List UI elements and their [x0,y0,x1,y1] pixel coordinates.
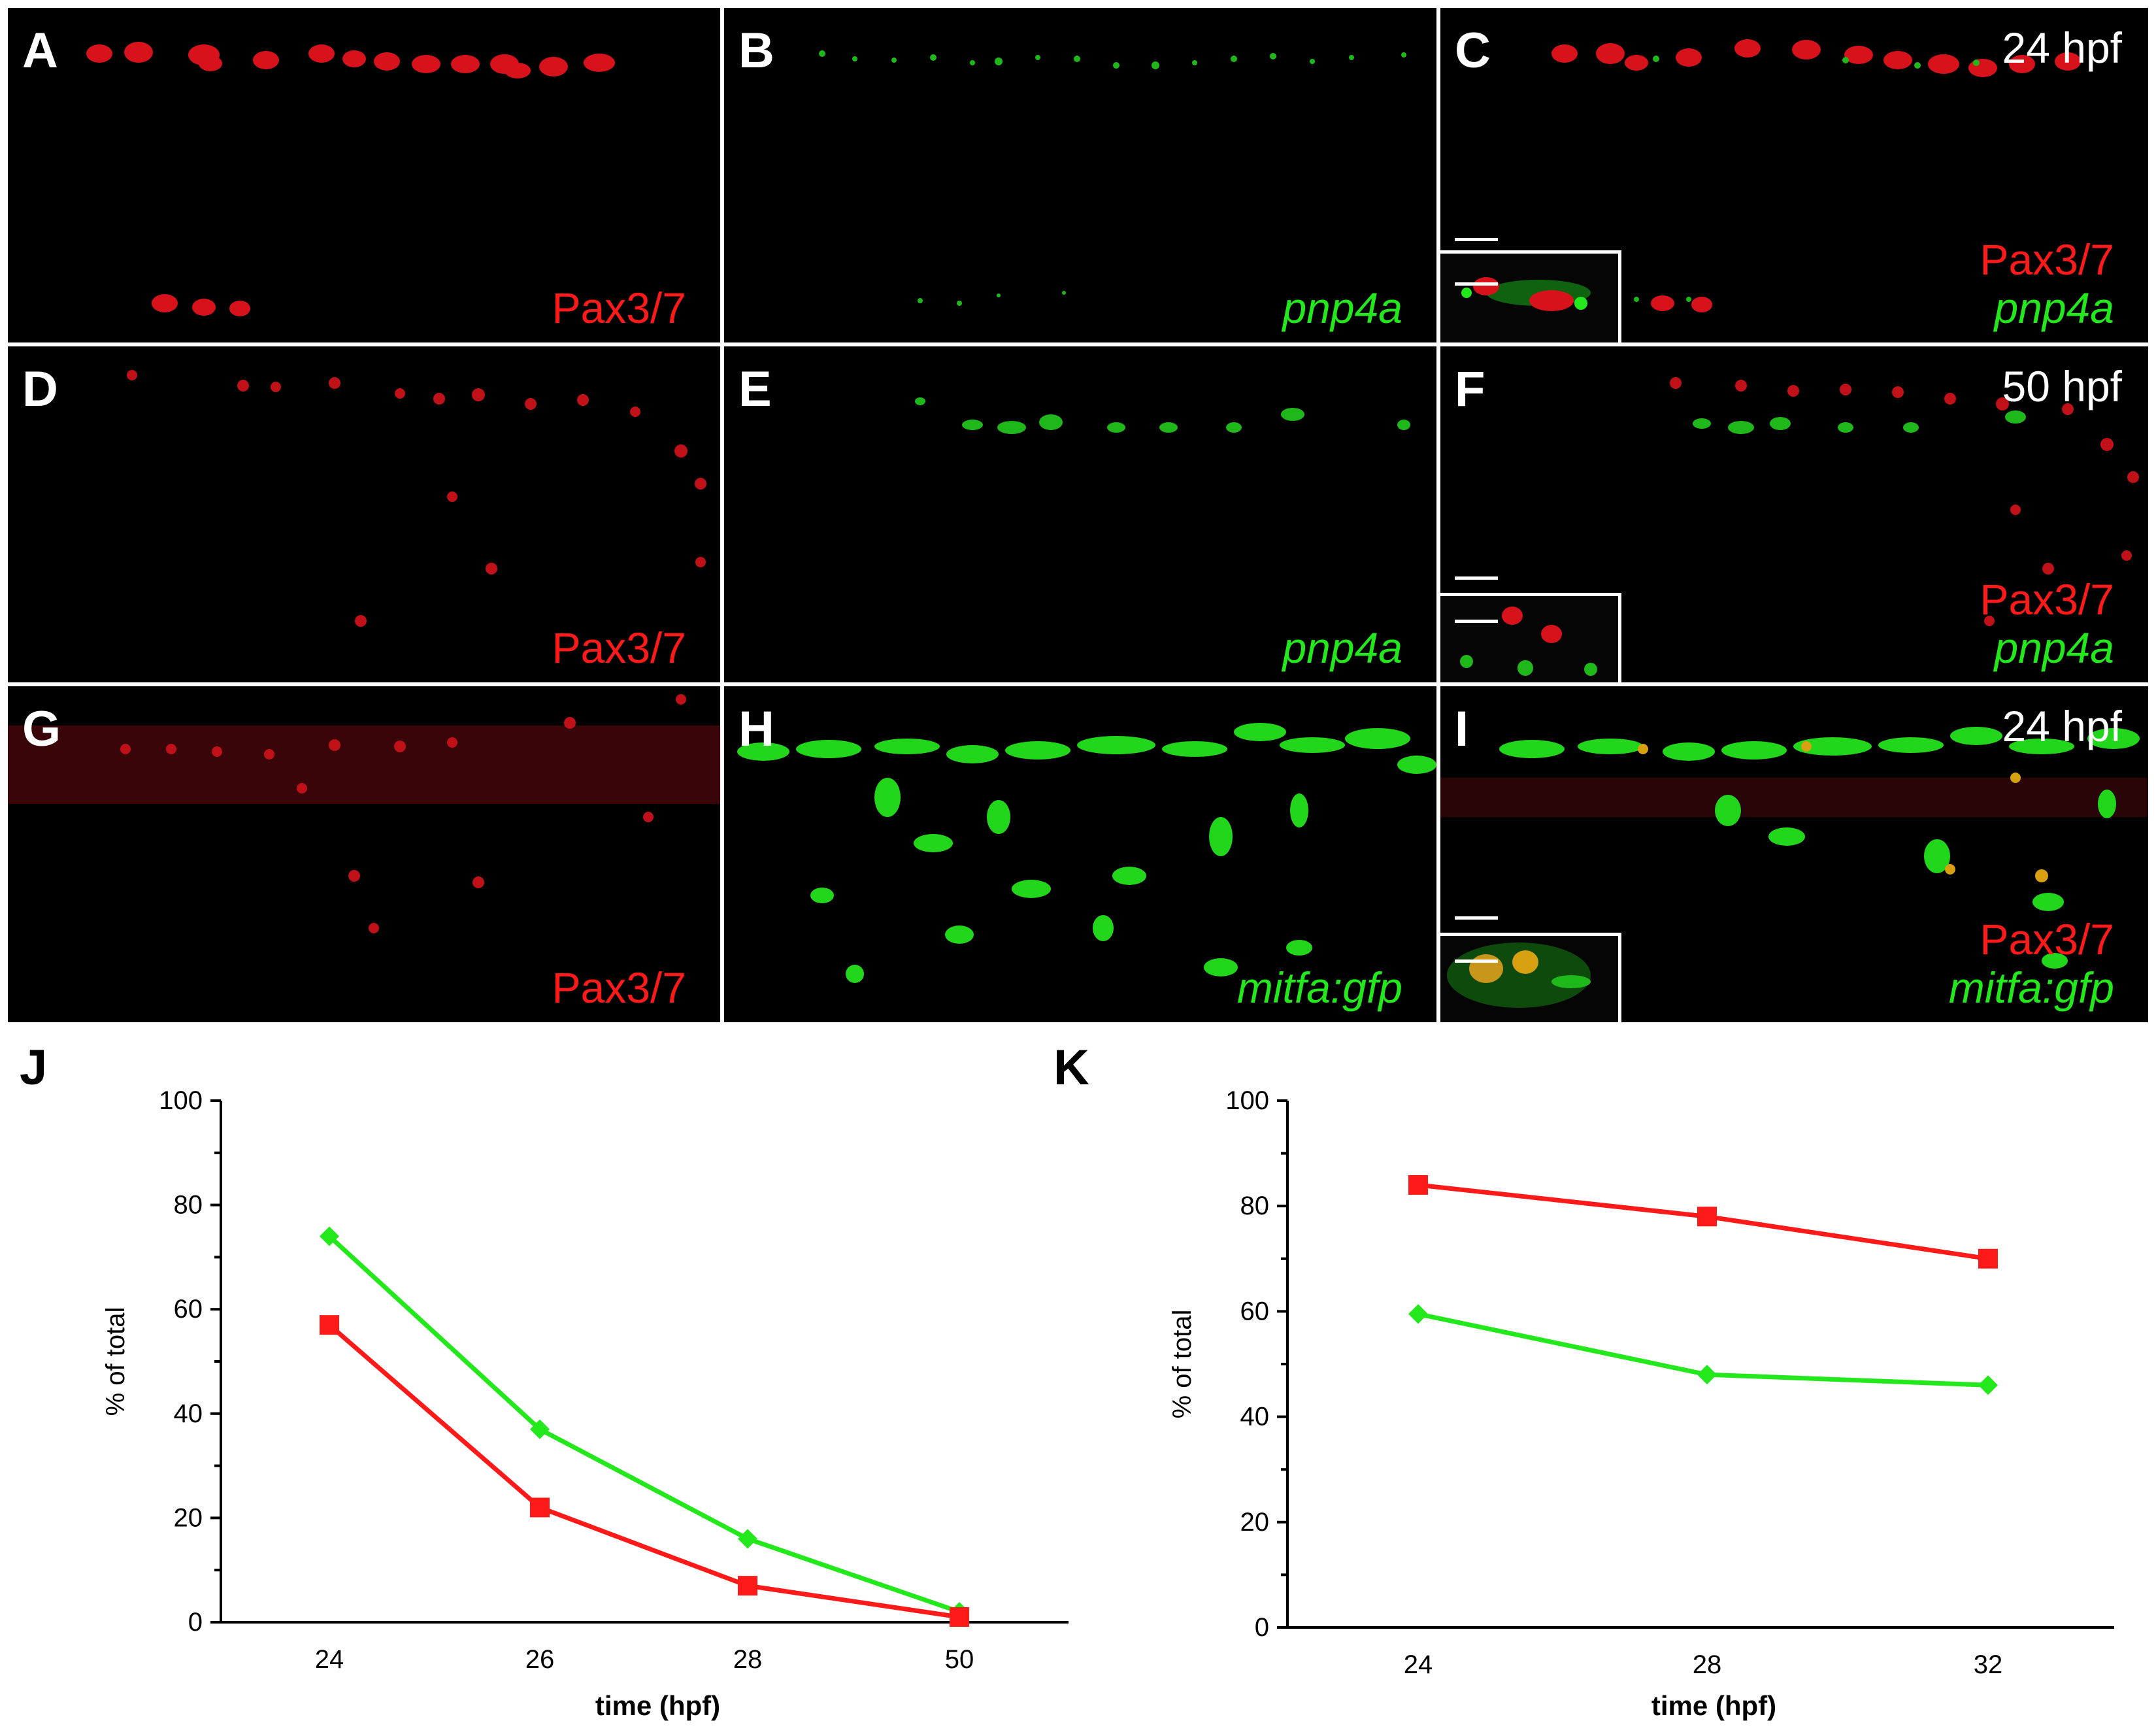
marker-label-pnp4a: pnp4a [1994,284,2114,332]
micrograph-panel-i: I 24 hpf Pax3/7 mitfa:gfp [1440,686,2148,1022]
y-tick-label: 80 [1240,1192,1270,1220]
inset-zoom [1440,933,1621,1022]
marker-label-pnp4a: pnp4a [1282,624,1402,672]
cells-svg [1440,727,2148,969]
cells-svg [737,723,1436,983]
stage-label: 24 hpf [2002,702,2123,750]
micrograph-panel-b: B pnp4a [724,8,1436,342]
panel-label: I [1455,701,1469,757]
x-tick-label: 24 [1404,1650,1433,1679]
x-tick-label: 24 [315,1645,344,1674]
inset-zoom [1440,250,1621,342]
data-point-diamond [738,1529,757,1549]
micrograph-panel-f: F 50 hpf Pax3/7 pnp4a [1440,346,2148,682]
panel-label-k: K [1053,1040,1089,1095]
panel-label: B [738,23,774,78]
x-axis-label: time (hpf) [1651,1690,1776,1721]
panel-label: D [22,361,58,417]
cells-svg [915,397,1410,434]
micrograph-panel-c: C 24 hpf Pax3/7 pnp4a [1440,8,2148,342]
cells-svg [8,694,720,933]
y-tick-label: 60 [174,1295,203,1324]
line-chart-k: 0 20 40 60 80 100 24 28 32 time (hpf) % of total [1168,1086,2114,1721]
x-axis-label: time (hpf) [595,1690,720,1721]
marker-label-pnp4a: pnp4a [1994,624,2114,672]
x-tick-label: 50 [945,1645,974,1674]
inset-cells-svg [1447,942,1591,1008]
marker-label-pax37: Pax3/7 [552,624,686,672]
marker-label-pax37: Pax3/7 [1980,575,2114,624]
data-point-square [1697,1207,1717,1227]
y-tick-label: 80 [174,1191,203,1220]
data-point-square [738,1576,757,1596]
panel-label: G [22,701,61,757]
cells-svg [127,370,706,627]
marker-label-pax37: Pax3/7 [1980,915,2114,963]
panel-label: F [1455,361,1485,417]
series-line [327,1234,961,1614]
panel-label-j: J [20,1040,48,1095]
data-point-square [320,1315,339,1335]
y-axis-label: % of total [1168,1310,1197,1419]
scale-bar [1455,238,1498,241]
data-point-square [530,1497,550,1518]
data-point-square [950,1607,969,1627]
data-point-diamond [1978,1375,1998,1395]
cells-svg [819,50,1406,306]
y-tick-label: 100 [1225,1086,1269,1115]
y-tick-label: 20 [1240,1508,1270,1537]
data-point-diamond [1697,1365,1717,1385]
data-point-square [1408,1175,1428,1195]
inset-zoom [1440,593,1621,682]
y-tick-label: 60 [1240,1297,1270,1326]
y-tick-label: 20 [174,1503,203,1532]
y-tick-label: 0 [1255,1613,1269,1642]
data-point-diamond [530,1419,550,1439]
marker-label-mitfa-gfp: mitfa:gfp [1236,963,1402,1012]
inset-scale-bar [1455,282,1498,286]
x-tick-label: 26 [525,1645,555,1674]
y-tick-label: 40 [174,1399,203,1428]
panel-label: C [1455,23,1491,78]
marker-label-pnp4a: pnp4a [1282,284,1402,332]
y-tick-label: 100 [159,1086,203,1115]
y-axis-label: % of total [101,1307,130,1416]
cells-svg [1670,377,2139,626]
data-point-square [1978,1248,1998,1269]
stage-label: 24 hpf [2002,24,2123,72]
x-tick-label: 28 [733,1645,763,1674]
inset-scale-bar [1455,959,1498,963]
marker-label-mitfa-gfp: mitfa:gfp [1948,963,2114,1012]
micrograph-panel-d: D Pax3/7 [8,346,720,682]
stage-label: 50 hpf [2002,362,2123,410]
marker-label-pax37: Pax3/7 [552,963,686,1012]
inset-cells-svg [1460,607,1597,676]
inset-cells-svg [1461,277,1591,311]
marker-label-pax37: Pax3/7 [552,284,686,332]
micrograph-panel-a: A Pax3/7 [8,8,720,342]
data-point-diamond [320,1226,339,1246]
scale-bar [1455,576,1498,580]
series-line [327,1323,960,1620]
y-tick-label: 0 [188,1608,203,1637]
x-tick-label: 32 [1974,1650,2003,1679]
cells-svg [1551,39,2081,312]
panel-label: H [738,701,774,757]
cells-svg [86,42,615,316]
x-tick-label: 28 [1693,1650,1722,1679]
micrograph-panel-g: G Pax3/7 [8,686,720,1022]
y-tick-label: 40 [1240,1403,1270,1431]
marker-label-pax37: Pax3/7 [1980,235,2114,284]
data-point-diamond [1408,1304,1428,1324]
line-chart-j: 0 20 40 60 80 100 24 26 28 50 time (hpf) % of total [101,1086,1069,1721]
scale-bar [1455,916,1498,920]
micrograph-panel-e: E pnp4a [724,346,1436,682]
micrograph-panel-h: H mitfa:gfp [724,686,1436,1022]
inset-scale-bar [1455,620,1498,623]
panel-label: A [22,23,58,78]
panel-label: E [738,361,772,417]
